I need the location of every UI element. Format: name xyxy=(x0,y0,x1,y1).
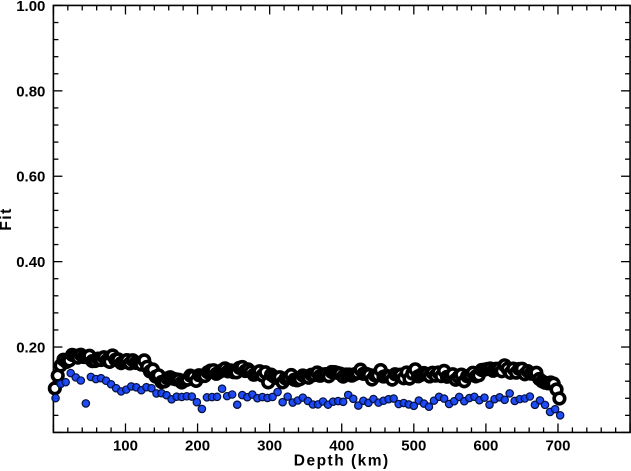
svg-text:0.40: 0.40 xyxy=(16,254,45,271)
svg-text:600: 600 xyxy=(473,437,498,454)
svg-text:500: 500 xyxy=(401,437,426,454)
svg-text:Depth (km): Depth (km) xyxy=(294,453,390,470)
svg-text:Fit: Fit xyxy=(0,207,15,230)
svg-text:0.80: 0.80 xyxy=(16,83,45,100)
svg-text:700: 700 xyxy=(545,437,570,454)
svg-text:0.60: 0.60 xyxy=(16,169,45,186)
svg-text:100: 100 xyxy=(113,437,138,454)
svg-text:200: 200 xyxy=(185,437,210,454)
svg-text:1.00: 1.00 xyxy=(16,0,45,15)
svg-text:0.20: 0.20 xyxy=(16,340,45,357)
svg-text:300: 300 xyxy=(257,437,282,454)
